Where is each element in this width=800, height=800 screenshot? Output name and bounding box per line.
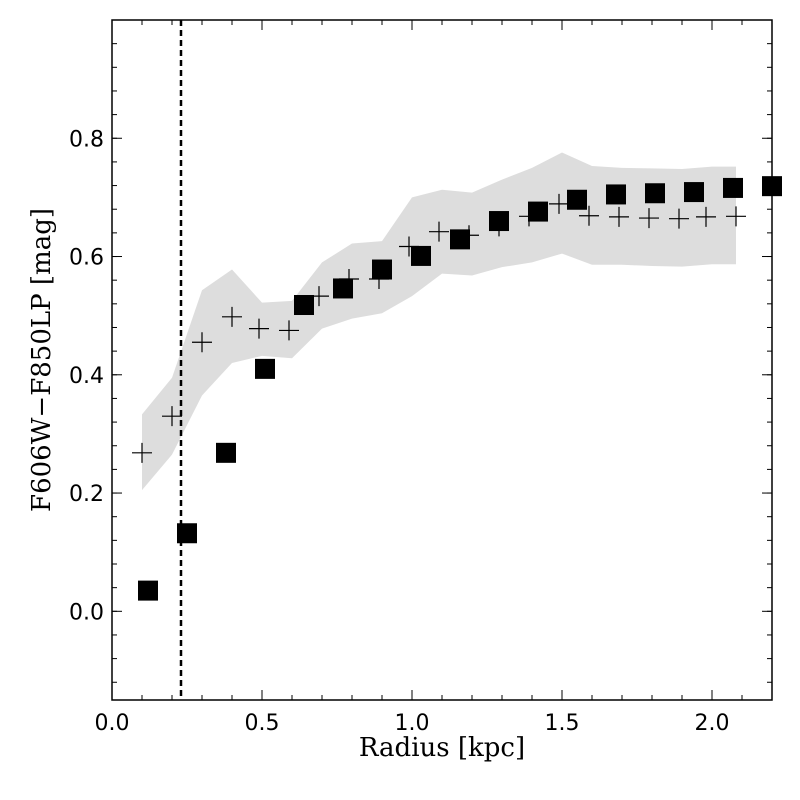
- tick-labels-layer: 0.0 0.5 1.0 1.5 2.0 0.0 0.2 0.4 0.6 0.8: [69, 127, 730, 736]
- y-axis-label: F606W−F850LP [mag]: [27, 208, 57, 512]
- cross-point: [162, 406, 182, 427]
- square-point: [450, 229, 470, 250]
- plot-frame: [111, 19, 773, 701]
- square-point: [138, 580, 158, 601]
- cross-point: [639, 208, 659, 229]
- square-point: [528, 201, 548, 222]
- error-band-layer: [142, 152, 736, 491]
- square-point: [333, 278, 353, 299]
- square-markers-layer: [138, 176, 782, 601]
- cross-point: [279, 320, 299, 341]
- square-point: [489, 211, 509, 232]
- cross-point: [726, 206, 746, 227]
- square-point: [723, 177, 743, 198]
- x-tick-label: 1.0: [395, 711, 430, 736]
- cross-point: [579, 205, 599, 226]
- cross-point: [249, 318, 269, 339]
- square-point: [684, 182, 704, 203]
- cross-point: [669, 208, 689, 229]
- square-point: [255, 358, 275, 379]
- square-point: [411, 245, 431, 266]
- y-tick-label: 0.0: [69, 600, 104, 625]
- error-band: [142, 152, 736, 491]
- x-tick-label: 0.0: [95, 711, 130, 736]
- y-tick-label: 0.6: [69, 246, 104, 271]
- cross-point: [696, 206, 716, 227]
- cross-point: [192, 332, 212, 353]
- square-point: [606, 184, 626, 205]
- cross-point: [222, 306, 242, 327]
- square-point: [177, 523, 197, 544]
- square-point: [294, 295, 314, 316]
- square-point: [645, 183, 665, 204]
- y-tick-label: 0.2: [69, 482, 104, 507]
- x-tick-label: 2.0: [695, 711, 730, 736]
- square-point: [567, 189, 587, 210]
- cross-point: [609, 206, 629, 227]
- x-tick-label: 0.5: [245, 711, 280, 736]
- square-point: [372, 259, 392, 280]
- cross-point: [549, 193, 569, 214]
- square-point: [216, 442, 236, 463]
- x-axis-label: Radius [kpc]: [359, 733, 525, 763]
- y-tick-label: 0.4: [69, 364, 104, 389]
- cross-point: [429, 221, 449, 242]
- y-tick-label: 0.8: [69, 127, 104, 152]
- cross-point: [132, 442, 152, 463]
- x-tick-label: 1.5: [545, 711, 580, 736]
